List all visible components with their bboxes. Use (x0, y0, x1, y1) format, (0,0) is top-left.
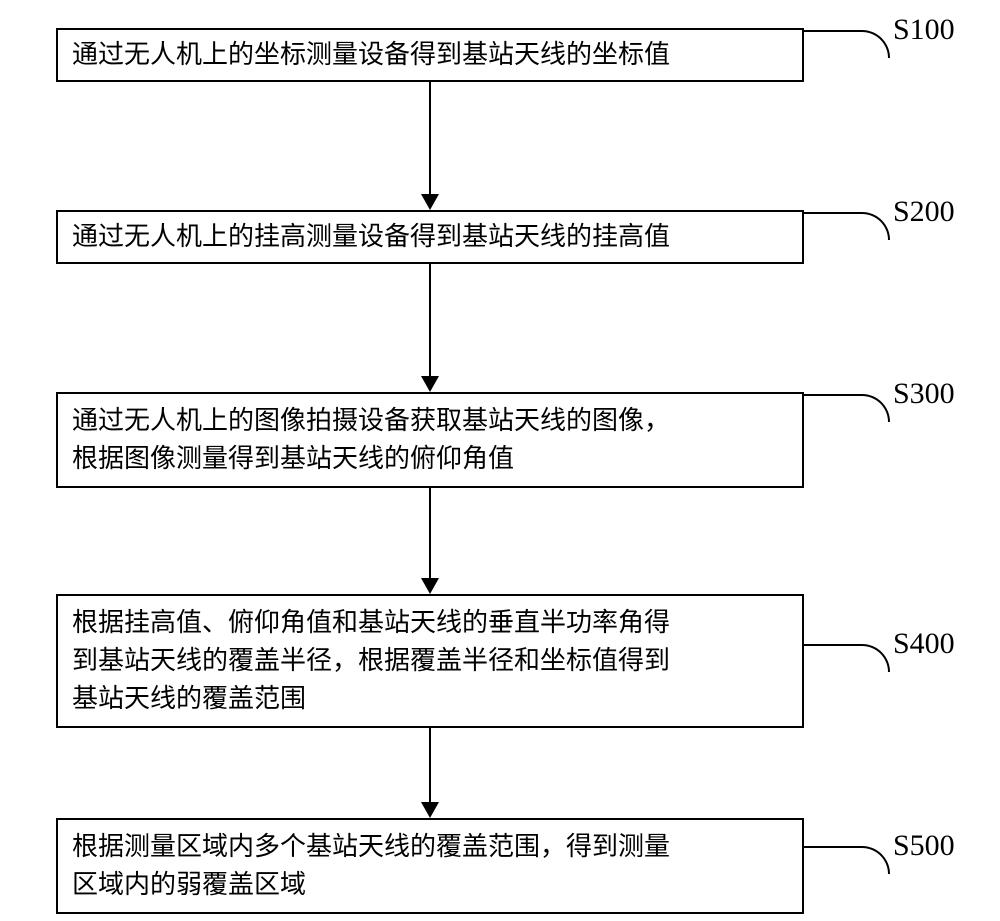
flow-node: 通过无人机上的挂高测量设备得到基站天线的挂高值 (56, 210, 804, 264)
step-tag: S200 (893, 195, 955, 229)
step-tag: S400 (893, 627, 955, 661)
leader-line (804, 30, 890, 58)
flow-arrow (421, 728, 439, 818)
flow-node-text: 根据挂高值、俯仰角值和基站天线的垂直半功率角得 到基站天线的覆盖半径，根据覆盖半… (72, 604, 670, 717)
step-tag: S300 (893, 377, 955, 411)
flow-node: 通过无人机上的图像拍摄设备获取基站天线的图像， 根据图像测量得到基站天线的俯仰角… (56, 392, 804, 488)
flow-arrow (421, 488, 439, 594)
flow-node-text: 根据测量区域内多个基站天线的覆盖范围，得到测量 区域内的弱覆盖区域 (72, 828, 670, 903)
flow-node-text: 通过无人机上的挂高测量设备得到基站天线的挂高值 (72, 218, 670, 256)
step-tag: S500 (893, 829, 955, 863)
leader-line (804, 394, 890, 422)
flow-arrow (421, 82, 439, 210)
flow-node-text: 通过无人机上的图像拍摄设备获取基站天线的图像， 根据图像测量得到基站天线的俯仰角… (72, 402, 670, 477)
leader-line (804, 212, 890, 240)
step-tag: S100 (893, 13, 955, 47)
flow-node-text: 通过无人机上的坐标测量设备得到基站天线的坐标值 (72, 36, 670, 74)
leader-line (804, 846, 890, 874)
flowchart-canvas: 通过无人机上的坐标测量设备得到基站天线的坐标值 S100 通过无人机上的挂高测量设备… (0, 0, 1000, 921)
flow-node: 通过无人机上的坐标测量设备得到基站天线的坐标值 (56, 28, 804, 82)
flow-node: 根据挂高值、俯仰角值和基站天线的垂直半功率角得 到基站天线的覆盖半径，根据覆盖半… (56, 594, 804, 728)
leader-line (804, 644, 890, 672)
flow-node: 根据测量区域内多个基站天线的覆盖范围，得到测量 区域内的弱覆盖区域 (56, 818, 804, 914)
flow-arrow (421, 264, 439, 392)
